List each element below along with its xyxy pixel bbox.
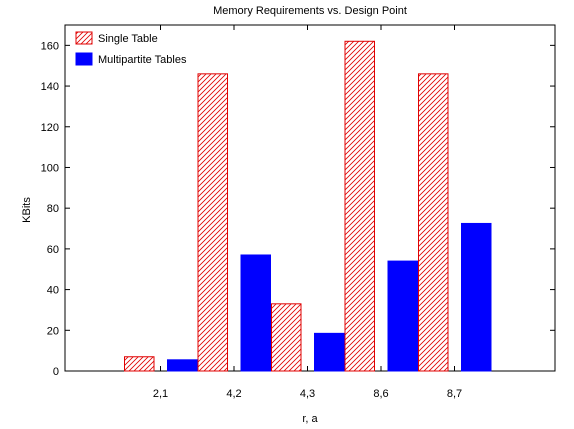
single-table-bar	[124, 356, 155, 372]
single-table-bar	[271, 303, 302, 372]
x-axis-label: r, a	[302, 413, 318, 425]
y-tick-label: 60	[47, 244, 59, 256]
x-tick-label: 8,7	[447, 388, 462, 400]
chart-title: Memory Requirements vs. Design Point	[213, 5, 407, 17]
x-tick-label: 4,2	[226, 388, 241, 400]
legend-swatch-single-table	[75, 31, 93, 45]
y-tick-label: 140	[41, 81, 59, 93]
y-tick-label: 20	[47, 325, 59, 337]
y-tick-label: 0	[53, 366, 59, 378]
x-tick-label: 2,1	[153, 388, 168, 400]
x-tick-label: 4,3	[300, 388, 315, 400]
single-table-bar	[344, 40, 375, 372]
multipartite-tables-bar	[387, 260, 418, 372]
legend: Single Table Multipartite Tables	[75, 31, 187, 66]
x-tick-label: 8,6	[373, 388, 388, 400]
multipartite-tables-bar	[240, 254, 271, 372]
y-tick-label: 120	[41, 122, 59, 134]
y-tick-label: 160	[41, 40, 59, 52]
legend-label-multipartite-tables: Multipartite Tables	[98, 54, 187, 66]
y-axis-label: KBits	[21, 197, 33, 223]
plot-area-frame	[64, 24, 556, 372]
legend-label-single-table: Single Table	[98, 33, 158, 45]
single-table-bar	[197, 73, 228, 372]
multipartite-tables-bar	[314, 332, 345, 372]
multipartite-tables-bar	[167, 359, 198, 372]
y-tick-label: 40	[47, 285, 59, 297]
y-tick-label: 100	[41, 162, 59, 174]
multipartite-tables-bar	[461, 222, 492, 372]
legend-swatch-multipartite-tables	[75, 52, 93, 66]
y-tick-label: 80	[47, 203, 59, 215]
single-table-bar	[418, 73, 449, 372]
